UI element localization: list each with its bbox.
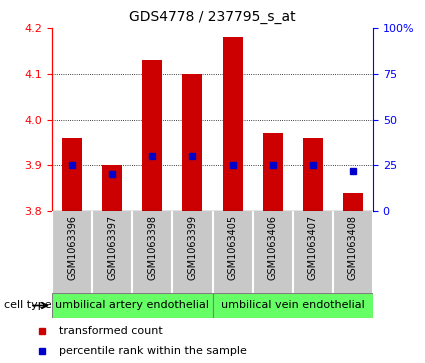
Text: transformed count: transformed count <box>59 326 162 335</box>
Text: GSM1063397: GSM1063397 <box>107 215 117 280</box>
Bar <box>62 138 82 211</box>
Text: GSM1063406: GSM1063406 <box>268 215 278 280</box>
Text: GSM1063399: GSM1063399 <box>187 215 198 280</box>
Text: umbilical vein endothelial: umbilical vein endothelial <box>221 301 365 310</box>
Bar <box>102 165 122 211</box>
Bar <box>142 60 162 211</box>
Bar <box>263 133 283 211</box>
Text: GSM1063407: GSM1063407 <box>308 215 318 280</box>
Text: GSM1063398: GSM1063398 <box>147 215 157 280</box>
Text: cell type: cell type <box>4 301 52 310</box>
Text: percentile rank within the sample: percentile rank within the sample <box>59 346 246 356</box>
Bar <box>303 138 323 211</box>
Bar <box>223 37 243 211</box>
Text: umbilical artery endothelial: umbilical artery endothelial <box>55 301 209 310</box>
Bar <box>212 293 373 318</box>
Text: GSM1063396: GSM1063396 <box>67 215 77 280</box>
Bar <box>182 74 202 211</box>
Bar <box>343 193 363 211</box>
Title: GDS4778 / 237795_s_at: GDS4778 / 237795_s_at <box>129 10 296 24</box>
Bar <box>52 293 212 318</box>
Text: GSM1063405: GSM1063405 <box>227 215 238 280</box>
Text: GSM1063408: GSM1063408 <box>348 215 358 280</box>
